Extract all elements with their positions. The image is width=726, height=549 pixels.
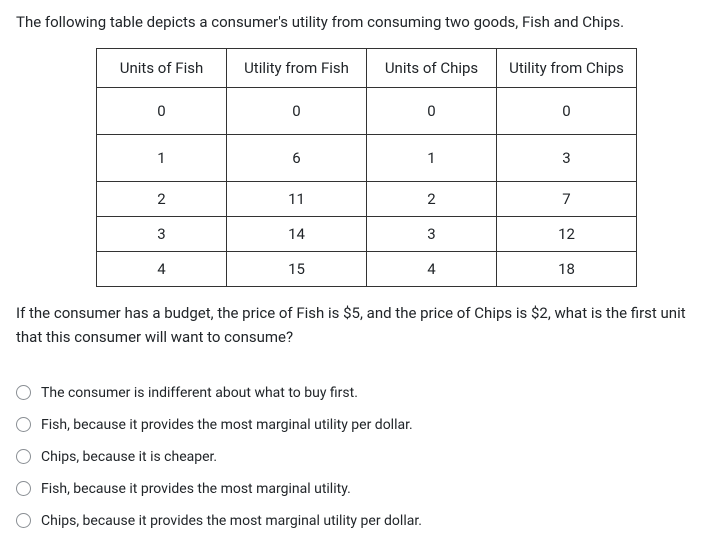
- cell: 6: [227, 134, 367, 181]
- cell: 1: [367, 134, 497, 181]
- option-label: Fish, because it provides the most margi…: [41, 481, 351, 497]
- utility-table: Units of Fish Utility from Fish Units of…: [96, 48, 637, 287]
- cell: 7: [497, 181, 637, 216]
- radio-icon[interactable]: [16, 513, 31, 528]
- cell: 2: [97, 181, 227, 216]
- radio-icon[interactable]: [16, 417, 31, 432]
- option-row[interactable]: The consumer is indifferent about what t…: [16, 377, 710, 409]
- option-row[interactable]: Fish, because it provides the most margi…: [16, 473, 710, 505]
- options-group: The consumer is indifferent about what t…: [16, 377, 710, 537]
- table-row: 3 14 3 12: [97, 216, 637, 251]
- option-label: Fish, because it provides the most margi…: [41, 417, 413, 433]
- col-header: Utility from Fish: [227, 48, 367, 87]
- cell: 15: [227, 251, 367, 286]
- table-row: 1 6 1 3: [97, 134, 637, 181]
- cell: 0: [227, 87, 367, 134]
- table-row: 2 11 2 7: [97, 181, 637, 216]
- cell: 3: [97, 216, 227, 251]
- cell: 4: [367, 251, 497, 286]
- cell: 4: [97, 251, 227, 286]
- cell: 2: [367, 181, 497, 216]
- cell: 3: [497, 134, 637, 181]
- col-header: Units of Fish: [97, 48, 227, 87]
- option-label: Chips, because it is cheaper.: [41, 449, 217, 465]
- cell: 14: [227, 216, 367, 251]
- option-row[interactable]: Chips, because it provides the most marg…: [16, 505, 710, 537]
- cell: 0: [367, 87, 497, 134]
- col-header: Units of Chips: [367, 48, 497, 87]
- table-row: 4 15 4 18: [97, 251, 637, 286]
- question-text: If the consumer has a budget, the price …: [16, 301, 710, 349]
- col-header: Utility from Chips: [497, 48, 637, 87]
- intro-text: The following table depicts a consumer's…: [16, 12, 710, 34]
- option-label: Chips, because it provides the most marg…: [41, 513, 422, 529]
- radio-icon[interactable]: [16, 481, 31, 496]
- option-row[interactable]: Chips, because it is cheaper.: [16, 441, 710, 473]
- option-label: The consumer is indifferent about what t…: [41, 385, 358, 401]
- cell: 0: [497, 87, 637, 134]
- radio-icon[interactable]: [16, 449, 31, 464]
- cell: 11: [227, 181, 367, 216]
- cell: 12: [497, 216, 637, 251]
- cell: 0: [97, 87, 227, 134]
- table-row: 0 0 0 0: [97, 87, 637, 134]
- table-header-row: Units of Fish Utility from Fish Units of…: [97, 48, 637, 87]
- cell: 1: [97, 134, 227, 181]
- cell: 3: [367, 216, 497, 251]
- cell: 18: [497, 251, 637, 286]
- radio-icon[interactable]: [16, 385, 31, 400]
- option-row[interactable]: Fish, because it provides the most margi…: [16, 409, 710, 441]
